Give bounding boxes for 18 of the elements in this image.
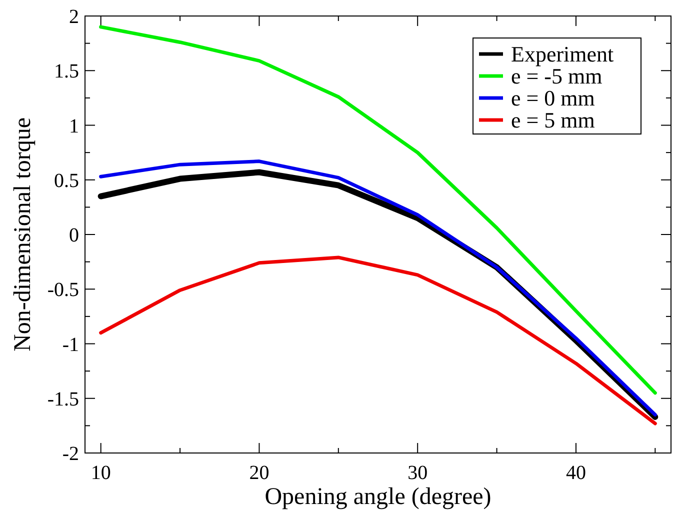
x-axis-title: Opening angle (degree) bbox=[264, 484, 492, 510]
line-series bbox=[99, 25, 657, 395]
y-tick-label: 2 bbox=[69, 6, 79, 28]
y-tick-label: 1.5 bbox=[54, 60, 79, 83]
x-tick-label: 30 bbox=[408, 462, 428, 484]
y-tick-label: -1.5 bbox=[47, 388, 79, 410]
line-series bbox=[99, 256, 657, 426]
x-tick-label: 40 bbox=[566, 462, 586, 484]
y-tick-label: 0 bbox=[69, 224, 79, 246]
y-axis-title: Non-dimensional torque bbox=[10, 118, 36, 352]
y-tick-label: 1 bbox=[69, 115, 79, 138]
x-tick-label: 10 bbox=[90, 462, 111, 484]
y-tick-label: 0.5 bbox=[54, 170, 79, 192]
y-tick-label: -0.5 bbox=[47, 279, 79, 302]
x-tick-label: 20 bbox=[249, 462, 270, 484]
y-tick-label: -1 bbox=[62, 334, 79, 356]
legend-label: Experiment bbox=[511, 42, 614, 67]
y-tick-label: -2 bbox=[62, 443, 79, 465]
